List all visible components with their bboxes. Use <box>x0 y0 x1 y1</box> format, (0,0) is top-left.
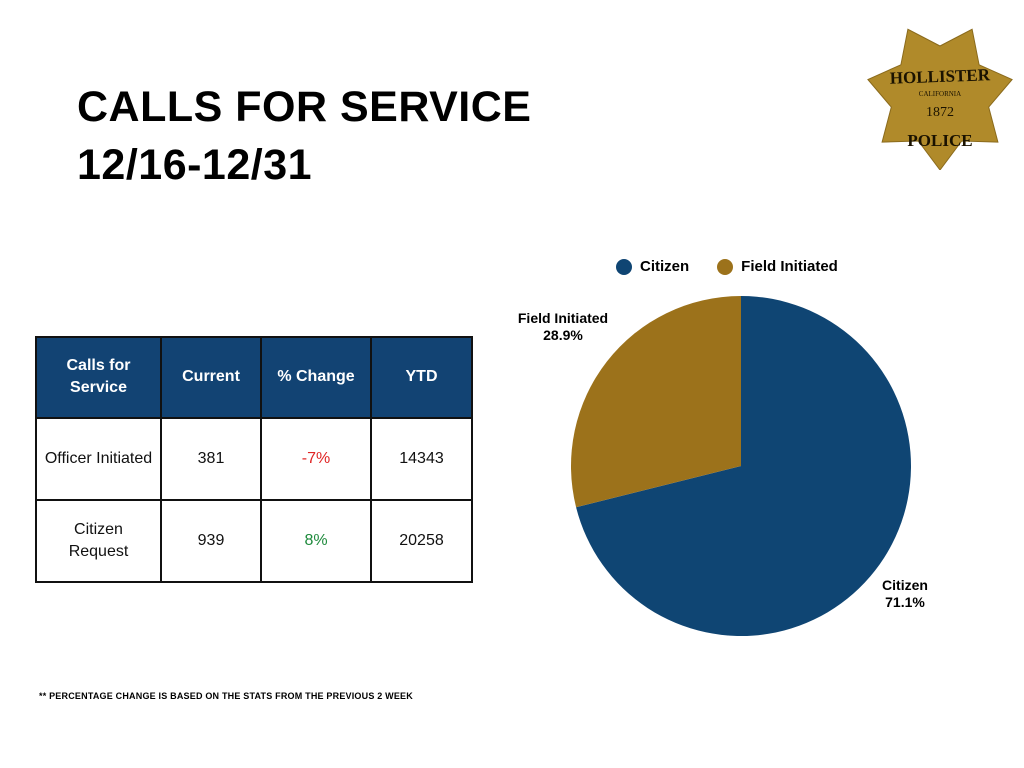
table-header-row: Calls for Service Current % Change YTD <box>35 336 473 419</box>
chart-legend: Citizen Field Initiated <box>616 258 838 275</box>
legend-label: Field Initiated <box>741 258 838 275</box>
page-title: CALLS FOR SERVICE 12/16-12/31 <box>77 78 531 194</box>
header-current: Current <box>160 336 262 419</box>
slice-percent: 71.1% <box>885 594 925 610</box>
slice-name: Field Initiated <box>517 310 609 326</box>
legend-item-citizen: Citizen <box>616 258 689 275</box>
title-date-range: 12/16-12/31 <box>77 141 313 189</box>
svg-text:POLICE: POLICE <box>907 131 972 150</box>
slice-percent: 28.9% <box>543 327 583 343</box>
table-row: Officer Initiated 381 -7% 14343 <box>35 416 473 501</box>
calls-table: Calls for Service Current % Change YTD O… <box>35 336 473 584</box>
slice-label-field-initiated: Field Initiated 28.9% <box>505 310 621 344</box>
legend-label: Citizen <box>640 258 690 275</box>
police-badge-icon: HOLLISTER CALIFORNIA 1872 POLICE <box>867 28 1013 170</box>
cell-ytd: 14343 <box>370 416 473 501</box>
legend-swatch-citizen <box>616 258 632 275</box>
header-change: % Change <box>260 336 372 419</box>
slice-name: Citizen <box>882 577 928 593</box>
cell-change: 8% <box>260 498 372 584</box>
footnote: ** PERCENTAGE CHANGE IS BASED ON THE STA… <box>39 691 413 701</box>
cell-change: -7% <box>260 416 372 501</box>
header-calls-for-service: Calls for Service <box>35 336 162 419</box>
svg-text:HOLLISTER: HOLLISTER <box>889 65 990 88</box>
svg-text:1872: 1872 <box>926 105 954 120</box>
cell-current: 381 <box>160 416 262 501</box>
legend-item-field-initiated: Field Initiated <box>717 258 838 275</box>
cell-ytd: 20258 <box>370 498 473 584</box>
table-row: Citizen Request 939 8% 20258 <box>35 498 473 584</box>
legend-swatch-field-initiated <box>717 258 734 275</box>
pie-slice-field-initiated <box>571 296 741 508</box>
header-ytd: YTD <box>370 336 473 419</box>
pie-slice-citizen <box>576 296 912 636</box>
cell-type: Citizen Request <box>35 498 162 584</box>
title-line-1: CALLS FOR SERVICE <box>77 83 532 131</box>
slice-label-citizen: Citizen 71.1% <box>866 577 944 611</box>
cell-type: Officer Initiated <box>35 416 162 501</box>
cell-current: 939 <box>160 498 262 584</box>
svg-text:CALIFORNIA: CALIFORNIA <box>919 90 961 98</box>
